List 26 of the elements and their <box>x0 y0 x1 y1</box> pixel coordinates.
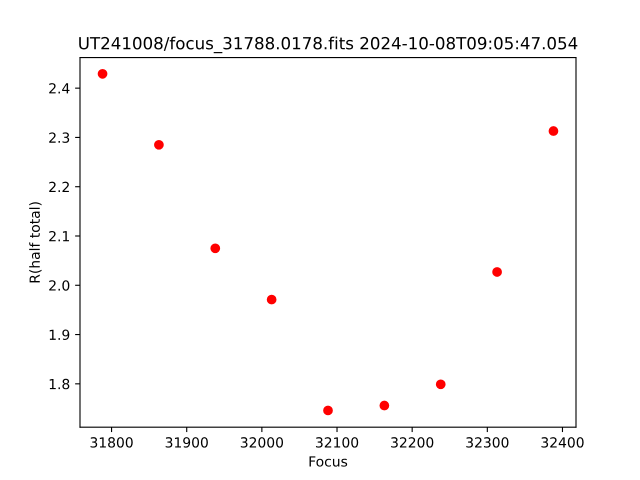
chart-title: UT241008/focus_31788.0178.fits 2024-10-08T09:05:47.054 <box>79 36 578 54</box>
x-tick-label: 32200 <box>391 437 434 448</box>
point <box>266 294 276 304</box>
x-tick-label: 32100 <box>316 437 358 448</box>
x-axis-title: Focus <box>310 456 348 467</box>
y-tick-label: 1.9 <box>50 330 70 340</box>
point <box>210 243 220 254</box>
y-tick-label: 2.0 <box>49 280 70 291</box>
point <box>492 267 502 277</box>
point <box>323 406 333 416</box>
y-tick-label: 2.3 <box>49 132 70 143</box>
point <box>154 140 164 150</box>
point <box>98 69 108 79</box>
x-tick-label: 32400 <box>541 437 584 448</box>
y-tick-label: 2.2 <box>49 182 69 192</box>
x-tick-label: 32000 <box>240 437 284 448</box>
y-tick-label: 2.1 <box>49 230 69 242</box>
point <box>436 379 446 390</box>
point <box>548 126 558 136</box>
y-tick-label: 1.8 <box>50 378 70 390</box>
y-tick-label: 2.4 <box>49 83 70 94</box>
x-tick-label: 31900 <box>166 437 208 448</box>
point <box>380 400 390 410</box>
x-tick-label: 32300 <box>466 437 508 448</box>
y-axis-title: R(half total) <box>29 202 42 282</box>
x-tick-label: 31800 <box>90 437 133 448</box>
